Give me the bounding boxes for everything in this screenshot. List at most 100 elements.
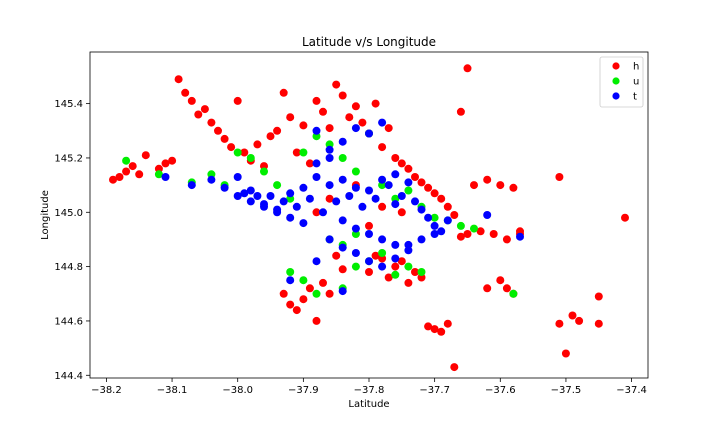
data-point-u [456,221,465,230]
data-point-t [286,189,295,198]
data-point-h [174,75,183,84]
data-point-h [286,113,295,122]
data-point-u [417,268,426,276]
data-point-t [417,235,426,244]
data-point-h [233,96,242,105]
data-point-t [299,219,308,228]
data-point-h [424,322,433,331]
data-point-h [371,99,380,108]
data-points [109,64,629,372]
data-point-t [246,186,255,195]
data-point-t [325,154,334,162]
data-point-h [312,96,321,105]
data-point-t [233,173,242,181]
data-point-h [312,208,321,217]
x-axis: −38.2 −38.1 −38.0 −37.9 −37.8 −37.7 −37.6 −37.5… [91,378,647,396]
data-point-t [430,230,439,238]
data-point-u [233,148,242,157]
data-point-t [397,192,406,200]
data-point-h [214,126,222,135]
data-point-t [404,178,413,187]
data-point-h [365,221,373,230]
data-point-t [161,173,170,181]
data-point-h [305,284,314,293]
data-point-t [351,124,360,133]
data-point-t [207,175,216,184]
data-point-h [319,107,327,116]
data-point-t [305,194,314,203]
y-tick-label: 145.0 [54,208,83,219]
data-point-h [292,306,301,315]
data-point-h [154,164,163,173]
data-point-t [299,183,308,192]
data-point-h [358,118,367,127]
data-point-t [325,235,334,244]
data-point-u [338,154,347,162]
x-tick-label: −38.2 [91,385,122,396]
y-axis-label: Longitude [40,190,51,240]
data-point-h [594,292,603,301]
y-tick-label: 144.6 [54,316,83,327]
data-point-u [404,262,413,271]
data-point-t [351,224,360,233]
data-point-t [365,129,373,138]
data-point-t [246,197,255,206]
data-point-u [286,268,295,276]
data-point-h [496,276,505,285]
x-tick-label: −37.6 [485,385,516,396]
data-point-t [378,262,387,271]
data-point-h [332,251,341,260]
data-point-t [351,249,360,257]
data-point-h [456,107,465,116]
data-point-h [594,319,603,328]
data-point-u [260,167,268,176]
data-point-h [338,91,347,100]
data-point-t [338,243,347,252]
data-point-t [430,221,439,230]
data-point-t [338,137,347,146]
data-point-t [312,126,321,135]
data-point-t [516,232,524,241]
data-point-t [187,181,196,190]
data-point-h [115,173,124,181]
data-point-t [384,181,393,190]
data-point-u [509,289,518,298]
data-point-t [391,170,400,179]
data-point-u [154,170,163,179]
data-point-t [391,200,400,209]
data-point-h [299,121,308,130]
data-point-h [450,363,459,372]
legend-label-u: u [633,77,639,88]
data-point-h [305,159,314,168]
data-point-h [168,156,177,165]
data-point-h [411,173,419,181]
data-point-h [411,268,419,276]
data-point-h [437,194,446,203]
x-tick-label: −38.0 [222,385,253,396]
data-point-t [253,192,262,200]
x-tick-label: −37.9 [288,385,319,396]
data-point-t [417,205,426,214]
data-point-h [397,257,406,266]
data-point-h [443,319,452,328]
data-point-h [325,124,334,133]
data-point-h [266,132,275,141]
data-point-h [555,319,564,328]
data-point-t [338,287,347,296]
data-point-t [266,192,275,200]
data-point-h [187,96,196,105]
data-point-h [332,80,341,89]
data-point-h [483,175,492,184]
data-point-h [437,327,446,336]
data-point-h [161,159,170,168]
y-tick-label: 145.4 [54,99,83,110]
data-point-t [404,240,413,249]
data-point-h [292,148,301,157]
data-point-h [220,134,229,143]
data-point-t [365,186,373,195]
data-point-h [404,278,413,287]
data-point-h [338,265,347,274]
data-point-u [351,167,360,176]
legend-marker-h [612,62,620,70]
data-point-h [378,254,387,263]
